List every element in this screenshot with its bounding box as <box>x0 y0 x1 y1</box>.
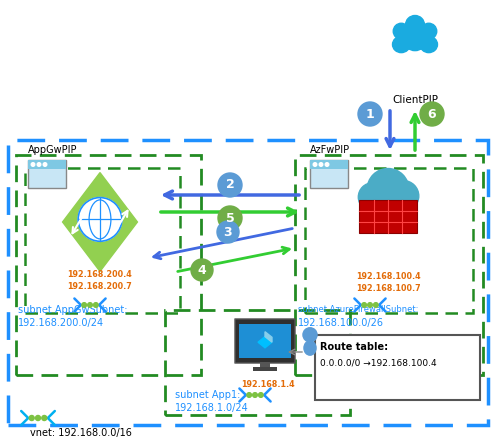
Text: 192.168.100.0/26: 192.168.100.0/26 <box>298 318 384 328</box>
Text: 192.168.1.4: 192.168.1.4 <box>241 380 295 389</box>
Text: 4: 4 <box>198 263 206 276</box>
Bar <box>8 140 488 425</box>
Polygon shape <box>258 336 272 348</box>
Text: 192.168.1.0/24: 192.168.1.0/24 <box>175 403 249 413</box>
Circle shape <box>374 303 378 307</box>
Circle shape <box>406 16 424 35</box>
Text: vnet: 192.168.0.0/16: vnet: 192.168.0.0/16 <box>30 428 132 438</box>
Text: subnet AzureFirewallSubnet:: subnet AzureFirewallSubnet: <box>298 305 418 314</box>
FancyBboxPatch shape <box>310 160 348 188</box>
Ellipse shape <box>404 32 425 51</box>
Circle shape <box>362 303 366 307</box>
Bar <box>310 160 348 169</box>
Circle shape <box>367 169 409 210</box>
Ellipse shape <box>420 36 438 53</box>
Text: 5: 5 <box>226 211 234 224</box>
Bar <box>25 168 180 313</box>
Text: Route table:: Route table: <box>320 342 388 352</box>
Ellipse shape <box>304 341 316 355</box>
Text: AzFwPIP: AzFwPIP <box>310 145 350 155</box>
Bar <box>165 310 350 415</box>
Text: 192.168.200.7: 192.168.200.7 <box>68 282 132 291</box>
Bar <box>239 324 291 358</box>
Circle shape <box>319 163 323 166</box>
Text: 0.0.0.0/0 →192.168.100.4: 0.0.0.0/0 →192.168.100.4 <box>320 358 436 367</box>
Bar <box>315 335 480 400</box>
Text: 3: 3 <box>224 226 232 239</box>
Bar <box>360 200 416 233</box>
Circle shape <box>368 303 372 307</box>
Text: 192.168.100.7: 192.168.100.7 <box>356 284 420 293</box>
Bar <box>28 160 66 169</box>
Circle shape <box>247 392 252 397</box>
Polygon shape <box>265 332 272 342</box>
Bar <box>253 367 277 371</box>
Text: 1: 1 <box>366 108 374 121</box>
Circle shape <box>421 23 437 39</box>
Circle shape <box>82 303 86 307</box>
Polygon shape <box>62 173 138 271</box>
Circle shape <box>78 198 122 241</box>
Text: 192.168.100.4: 192.168.100.4 <box>356 272 420 281</box>
Circle shape <box>258 392 263 397</box>
Circle shape <box>94 303 98 307</box>
Circle shape <box>42 416 47 421</box>
Text: subnet AppGwSubnet:: subnet AppGwSubnet: <box>18 305 128 315</box>
Bar <box>295 155 483 375</box>
Circle shape <box>358 102 382 126</box>
Bar <box>16 155 201 375</box>
Text: ClientPIP: ClientPIP <box>392 95 438 105</box>
Circle shape <box>252 392 258 397</box>
Circle shape <box>303 328 317 342</box>
Text: 192.168.200.0/24: 192.168.200.0/24 <box>18 318 104 328</box>
Circle shape <box>420 102 444 126</box>
FancyBboxPatch shape <box>28 160 66 188</box>
Circle shape <box>313 163 317 166</box>
Circle shape <box>29 416 34 421</box>
Circle shape <box>43 163 47 166</box>
Circle shape <box>88 303 92 307</box>
Text: 2: 2 <box>226 178 234 191</box>
Text: 192.168.200.4: 192.168.200.4 <box>68 270 132 279</box>
Circle shape <box>393 23 409 39</box>
Circle shape <box>388 181 419 211</box>
Text: 6: 6 <box>428 108 436 121</box>
Circle shape <box>31 163 35 166</box>
Circle shape <box>191 259 213 281</box>
Text: AppGwPIP: AppGwPIP <box>28 145 78 155</box>
Circle shape <box>36 416 41 421</box>
Text: subnet App1:: subnet App1: <box>175 390 240 400</box>
Bar <box>365 189 411 208</box>
Circle shape <box>358 183 387 211</box>
Ellipse shape <box>392 36 410 53</box>
Circle shape <box>37 163 41 166</box>
Circle shape <box>218 206 242 230</box>
Circle shape <box>217 221 239 243</box>
Bar <box>305 168 473 313</box>
Circle shape <box>325 163 329 166</box>
Bar <box>260 362 270 367</box>
Circle shape <box>218 173 242 197</box>
FancyBboxPatch shape <box>235 319 295 363</box>
